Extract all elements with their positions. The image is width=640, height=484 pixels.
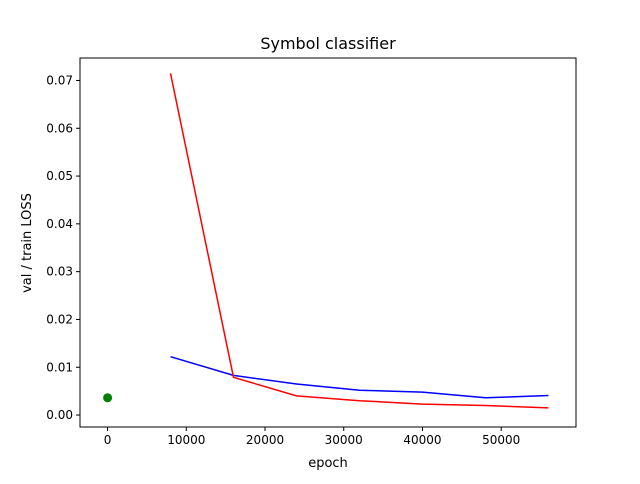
y-tick-label: 0.06 [46, 121, 73, 135]
chart-title: Symbol classifier [260, 34, 396, 53]
data-point-2-0 [103, 393, 113, 403]
plot-frame [79, 57, 577, 428]
plot-area [103, 73, 549, 409]
y-tick-label: 0.05 [46, 169, 73, 183]
x-tick-label: 30000 [325, 433, 363, 447]
x-tick-label: 10000 [167, 433, 205, 447]
x-axis-label: epoch [308, 456, 348, 471]
series-line-1 [169, 73, 549, 409]
y-tick-label: 0.04 [46, 217, 73, 231]
y-tick-label: 0.03 [46, 265, 73, 279]
y-axis-label: val / train LOSS [20, 193, 35, 293]
x-tick-label: 40000 [403, 433, 441, 447]
x-tick-label: 50000 [482, 433, 520, 447]
x-tick-label: 0 [104, 433, 112, 447]
x-tick-label: 20000 [246, 433, 284, 447]
y-axis: 0.00 0.01 0.02 0.03 0.04 0.05 0.06 0.07 [46, 73, 80, 422]
y-tick-label: 0.00 [46, 408, 73, 422]
y-tick-label: 0.02 [46, 312, 73, 326]
x-axis: 0 10000 20000 30000 40000 50000 [104, 427, 520, 447]
y-tick-label: 0.07 [46, 73, 73, 87]
y-tick-label: 0.01 [46, 360, 73, 374]
